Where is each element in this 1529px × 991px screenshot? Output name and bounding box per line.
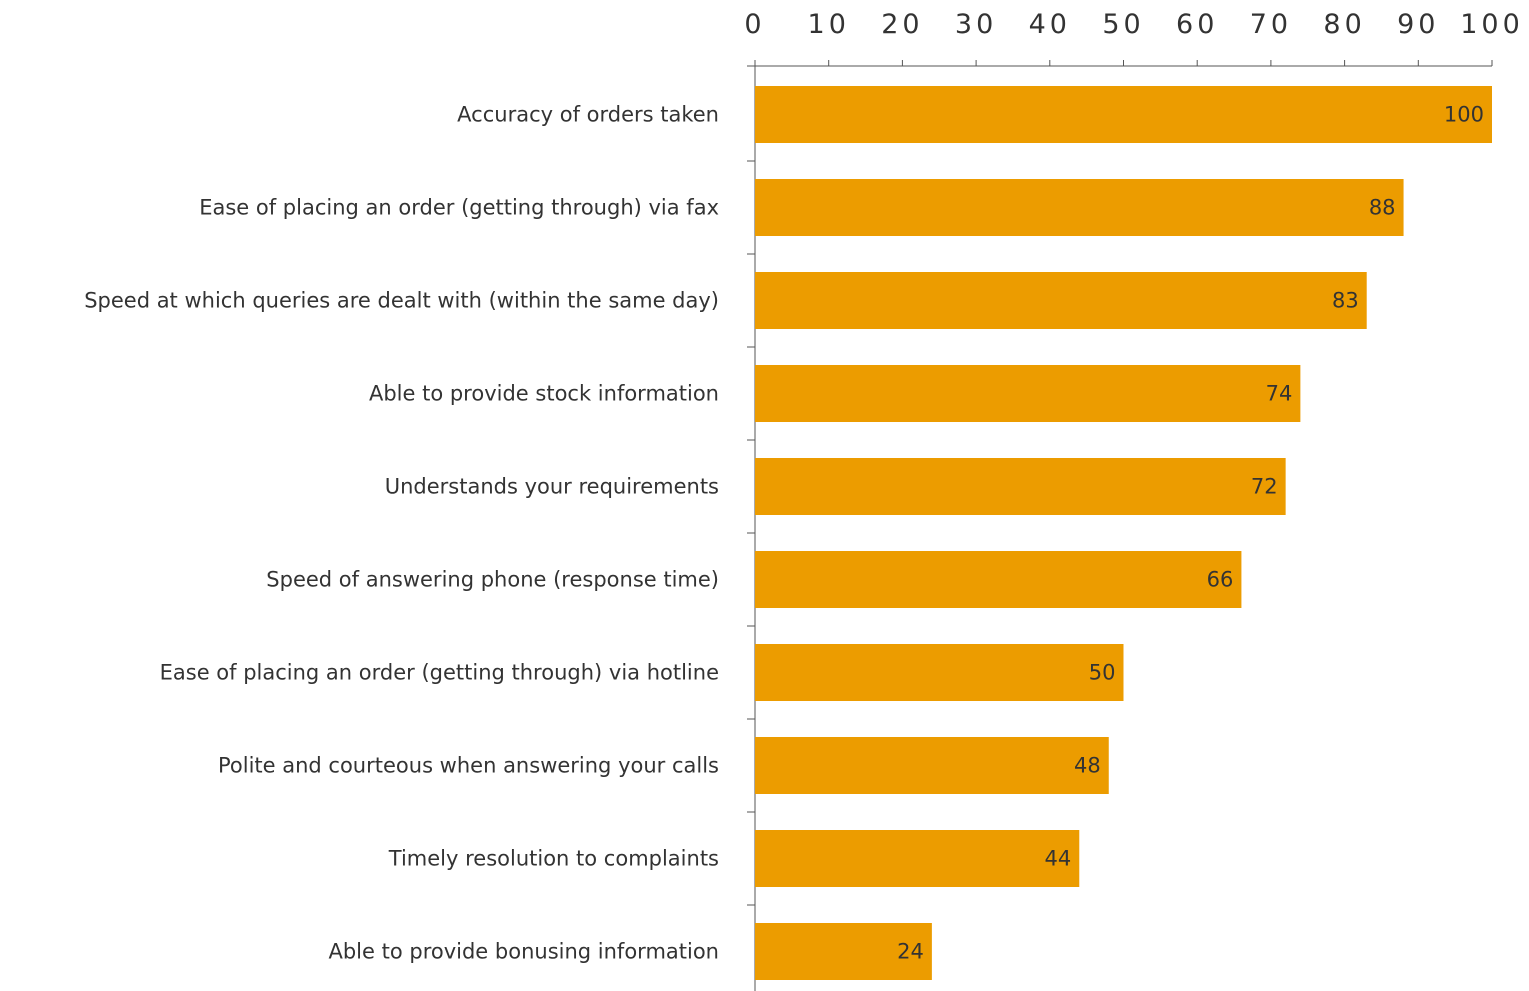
category-label: Polite and courteous when answering your…: [218, 754, 719, 778]
category-label: Ease of placing an order (getting throug…: [160, 661, 719, 685]
x-tick-label: 50: [1102, 9, 1144, 40]
category-label: Understands your requirements: [385, 475, 719, 499]
x-tick-label: 0: [744, 9, 765, 40]
x-axis: 0 10 20 30 40 50 60 70 80 90 100: [744, 9, 1524, 67]
x-tick-label: 80: [1323, 9, 1365, 40]
bar: [755, 458, 1286, 515]
value-label: 72: [1251, 475, 1278, 499]
category-label: Able to provide bonusing information: [328, 940, 719, 964]
x-tick-label: 90: [1397, 9, 1439, 40]
value-label: 24: [897, 940, 924, 964]
x-tick-label: 100: [1460, 9, 1524, 40]
bar: [755, 179, 1404, 236]
x-tick-label: 70: [1250, 9, 1292, 40]
category-labels: Accuracy of orders taken Ease of placing …: [84, 103, 719, 964]
y-axis: [747, 66, 756, 991]
x-tick-label: 30: [955, 9, 997, 40]
value-labels: 100 88 83 74 72 66 50 48 44 24: [897, 103, 1484, 964]
category-label: Speed at which queries are dealt with (w…: [84, 289, 719, 313]
category-label: Ease of placing an order (getting throug…: [199, 196, 719, 220]
bar: [755, 830, 1080, 887]
value-label: 48: [1074, 754, 1101, 778]
x-tick-label: 60: [1176, 9, 1218, 40]
bar: [755, 365, 1301, 422]
bar: [755, 737, 1109, 794]
category-label: Timely resolution to complaints: [388, 847, 719, 871]
category-label: Speed of answering phone (response time): [266, 568, 719, 592]
bar: [755, 86, 1492, 143]
value-label: 83: [1332, 289, 1359, 313]
x-tick-label: 20: [881, 9, 923, 40]
value-label: 66: [1207, 568, 1234, 592]
bar: [755, 551, 1242, 608]
value-label: 50: [1089, 661, 1116, 685]
x-tick-label: 40: [1029, 9, 1071, 40]
value-label: 44: [1045, 847, 1072, 871]
bar: [755, 644, 1124, 701]
x-tick-label: 10: [808, 9, 850, 40]
bar: [755, 272, 1367, 329]
value-label: 74: [1266, 382, 1293, 406]
bar: [755, 923, 932, 980]
value-label: 88: [1369, 196, 1396, 220]
bars: [755, 86, 1492, 980]
value-label: 100: [1444, 103, 1484, 127]
category-label: Able to provide stock information: [369, 382, 719, 406]
category-label: Accuracy of orders taken: [457, 103, 719, 127]
